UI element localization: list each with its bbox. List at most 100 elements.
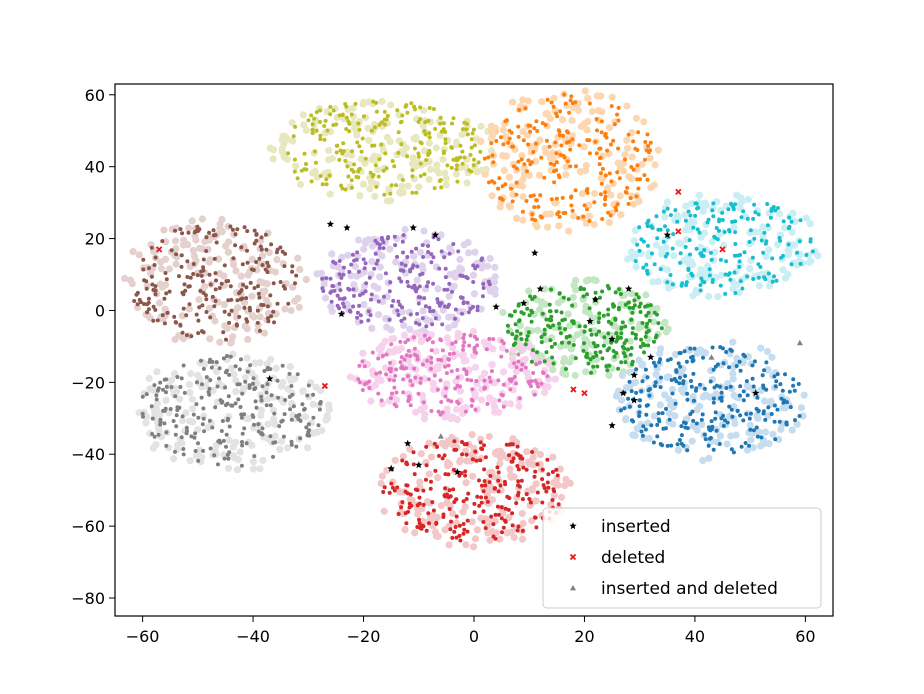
cluster-4-point <box>359 319 364 324</box>
cluster-9-point <box>426 511 431 516</box>
cluster-0-bg-point <box>409 154 417 162</box>
cluster-2-point <box>741 209 746 214</box>
cluster-5-point <box>513 309 517 314</box>
cluster-9-bg-point <box>486 536 494 544</box>
cluster-3-bg-point <box>178 312 186 320</box>
cluster-9-point <box>474 458 479 463</box>
cluster-8-bg-point <box>779 404 787 412</box>
cluster-4-bg-point <box>328 250 336 258</box>
cluster-5-point <box>638 344 643 349</box>
cluster-8-point <box>741 398 746 403</box>
cluster-9-point <box>448 527 453 532</box>
cluster-1-point <box>593 139 598 144</box>
cluster-2-bg-point <box>720 241 728 249</box>
cluster-9-bg-point <box>462 479 470 487</box>
cluster-4-point <box>440 322 445 327</box>
cluster-2-point <box>652 262 657 267</box>
cluster-0-point <box>334 143 339 148</box>
cluster-2-bg-point <box>711 248 719 256</box>
cluster-1-point <box>549 100 554 105</box>
cluster-1-point <box>514 192 519 197</box>
cluster-0-point <box>314 128 319 133</box>
cluster-6-point <box>411 335 416 340</box>
cluster-0-bg-point <box>415 183 423 191</box>
cluster-0-point <box>340 112 345 117</box>
cluster-4-point <box>437 266 442 271</box>
cluster-5-point <box>583 324 588 329</box>
cluster-2-point <box>756 212 761 217</box>
cluster-2-point <box>733 242 738 246</box>
cluster-6-point <box>468 333 473 338</box>
cluster-1-point <box>597 162 602 167</box>
cluster-7-point <box>171 419 176 423</box>
cluster-3-point <box>145 310 150 315</box>
cluster-3-point <box>221 330 226 335</box>
cluster-5-point <box>587 306 592 311</box>
cluster-8-point <box>755 395 760 400</box>
cluster-1-point <box>576 216 581 220</box>
cluster-4-point <box>475 304 480 309</box>
cluster-4-point <box>352 258 357 263</box>
cluster-7-point <box>222 456 227 461</box>
cluster-8-point <box>741 389 746 394</box>
cluster-4-point <box>430 322 435 327</box>
cluster-7-point <box>243 379 248 384</box>
cluster-3-bg-point <box>157 265 166 273</box>
cluster-0-point <box>418 161 423 166</box>
cluster-0-point <box>379 120 384 125</box>
cluster-1-bg-point <box>597 174 605 182</box>
cluster-0-point <box>455 163 459 168</box>
cluster-9-bg-point <box>519 535 527 543</box>
cluster-8-point <box>791 383 796 388</box>
cluster-1-point <box>598 192 603 197</box>
cluster-8-point <box>653 384 657 388</box>
cluster-1-bg-point <box>646 154 654 162</box>
cluster-5-point <box>523 342 528 347</box>
cluster-3-bg-point <box>121 274 129 282</box>
cluster-9-point <box>527 497 532 501</box>
cluster-7-point <box>264 390 269 395</box>
cluster-8-bg-point <box>797 404 806 412</box>
cluster-1-point <box>534 119 539 124</box>
inserted-marker <box>586 317 594 325</box>
cluster-3-point <box>145 302 150 307</box>
cluster-4-point <box>437 303 442 308</box>
cluster-6-point <box>520 362 525 367</box>
cluster-9-point <box>483 483 488 488</box>
cluster-4-bg-point <box>437 231 445 239</box>
cluster-2-point <box>739 215 744 220</box>
cluster-7-point <box>281 434 286 439</box>
cluster-2-point <box>728 277 733 282</box>
inserted-marker <box>343 224 351 231</box>
cluster-8-point <box>651 360 656 365</box>
legend-inserted-and-deleted-marker <box>570 585 576 591</box>
cluster-8-point <box>678 364 683 369</box>
cluster-9-point <box>446 472 451 477</box>
cluster-3-bg-point <box>287 306 295 315</box>
cluster-8-point <box>708 379 713 384</box>
cluster-9-point <box>503 506 508 511</box>
cluster-8-point <box>780 388 785 393</box>
cluster-8-point <box>709 419 714 424</box>
cluster-8-bg-point <box>729 375 737 383</box>
cluster-4-point <box>347 269 352 274</box>
cluster-5-point <box>604 364 609 369</box>
cluster-6-point <box>401 390 406 395</box>
cluster-1-bg-point <box>487 122 495 130</box>
cluster-5-point <box>626 300 631 305</box>
cluster-7-point <box>252 422 256 427</box>
cluster-9-point <box>447 488 452 493</box>
cluster-5-point <box>632 303 637 308</box>
cluster-4-bg-point <box>322 294 330 302</box>
cluster-2-point <box>707 273 712 278</box>
cluster-0-point <box>416 154 421 159</box>
cluster-0-point <box>443 141 448 146</box>
cluster-5-point <box>542 359 547 364</box>
cluster-0-bg-point <box>328 154 336 162</box>
cluster-0-bg-point <box>359 100 367 108</box>
cluster-1-point <box>548 161 553 166</box>
cluster-0-bg-point <box>442 175 450 183</box>
cluster-9-point <box>437 453 441 458</box>
cluster-9-bg-point <box>485 432 493 441</box>
cluster-3-bg-point <box>230 261 238 269</box>
